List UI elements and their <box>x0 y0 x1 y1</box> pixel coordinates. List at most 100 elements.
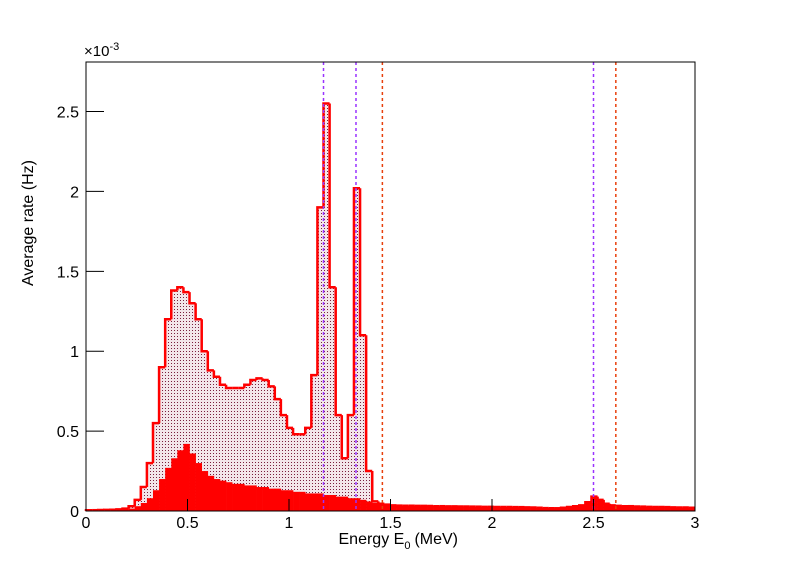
histogram-bar <box>390 505 397 511</box>
histogram-bar <box>262 379 269 511</box>
histogram-bar <box>487 506 495 511</box>
histogram-outline <box>255 377 263 380</box>
histogram-bar <box>579 505 586 511</box>
histogram-bar <box>201 351 209 511</box>
x-label-sub: 0 <box>404 540 410 552</box>
histogram-bar <box>524 507 531 511</box>
histogram-bar <box>226 482 233 511</box>
histogram-bar <box>347 415 355 511</box>
histogram-bar <box>561 507 568 511</box>
histogram-outline <box>194 303 202 321</box>
x-tick-label: 0 <box>82 515 91 532</box>
histogram-bar <box>317 207 324 511</box>
histogram-bar <box>232 387 239 511</box>
histogram-bar <box>152 490 160 511</box>
x-label-unit: (MeV) <box>414 531 458 548</box>
histogram-outline <box>352 186 361 416</box>
histogram-bar <box>293 434 300 511</box>
plot-area <box>84 62 696 512</box>
histogram-bar <box>445 506 452 511</box>
histogram-bar <box>494 507 501 511</box>
histogram-bar <box>402 505 410 511</box>
histogram-outline <box>176 286 184 291</box>
x-tick-label: 0.5 <box>176 515 198 532</box>
histogram-bar <box>353 188 361 511</box>
histogram-bar <box>274 399 282 511</box>
histogram-bar <box>469 506 477 511</box>
histogram-bar <box>414 505 422 511</box>
histogram-bar <box>652 507 659 511</box>
histogram-bar <box>682 507 690 511</box>
histogram-outline <box>145 461 153 488</box>
histogram-bar <box>372 503 379 511</box>
histogram-bar <box>360 499 367 511</box>
histogram-bar <box>378 503 385 511</box>
histogram-bar <box>256 378 263 511</box>
histogram-bar <box>268 386 276 511</box>
histogram-bar <box>293 491 300 511</box>
histogram-bar <box>463 506 470 511</box>
exp-base: ×10 <box>84 43 109 60</box>
histogram-bar <box>219 480 227 511</box>
histogram-outline <box>188 292 196 305</box>
histogram-bar <box>475 506 483 511</box>
histogram-bar <box>554 508 562 511</box>
histogram-bar <box>244 384 251 511</box>
histogram-bar <box>280 415 288 511</box>
histogram-bar <box>640 506 647 511</box>
histogram-bar <box>238 483 245 511</box>
histogram-bar <box>396 505 403 511</box>
histogram-bar <box>646 506 653 511</box>
histogram-bar <box>146 498 154 511</box>
histogram-bar <box>280 490 288 511</box>
x-label-text: Energy E <box>339 531 405 548</box>
histogram-bar <box>311 493 318 511</box>
histogram-outline <box>151 421 160 464</box>
histogram-bar <box>159 479 166 511</box>
histogram-bar <box>597 499 604 511</box>
histogram-bar <box>420 505 428 511</box>
histogram-bar <box>335 415 343 511</box>
x-tick-label: 3 <box>691 515 700 532</box>
histogram-outline <box>383 503 391 506</box>
histogram-bar <box>335 496 343 511</box>
histogram-bar <box>481 506 489 511</box>
histogram-bar <box>219 384 227 511</box>
histogram-bar <box>567 507 574 511</box>
histogram-bar <box>329 287 336 511</box>
histogram-bar <box>427 506 434 511</box>
histogram-bar <box>457 506 464 511</box>
histogram-outline <box>571 504 580 508</box>
x-tick-label: 1 <box>285 515 294 532</box>
x-tick-label: 2 <box>488 515 497 532</box>
histogram-bar <box>347 498 355 511</box>
histogram-bar <box>189 303 196 511</box>
exp-power: -3 <box>109 41 119 53</box>
histogram-outline <box>370 471 379 503</box>
histogram-outline <box>127 504 135 509</box>
histogram-bar <box>573 506 580 511</box>
histogram-bar <box>171 290 178 511</box>
histogram-bar <box>305 493 312 511</box>
y-tick-label: 2.5 <box>57 105 79 122</box>
histogram-bar <box>286 490 294 511</box>
histogram-bar <box>530 507 537 511</box>
histogram-outline <box>133 498 141 507</box>
histogram-outline <box>212 370 220 379</box>
histogram-bar <box>177 450 184 511</box>
histogram-outline <box>267 379 275 388</box>
histogram-bar <box>286 427 294 511</box>
histogram-bar <box>366 501 373 511</box>
histogram-outline <box>377 501 385 506</box>
histogram-bar <box>140 503 148 511</box>
histogram-outline <box>584 500 592 506</box>
histogram-bar <box>226 387 233 511</box>
histogram-outline <box>285 415 294 430</box>
histogram-bar <box>408 505 416 511</box>
histogram-bar <box>152 423 160 511</box>
histogram-outline <box>590 495 598 503</box>
histogram-bar <box>146 463 154 511</box>
histogram-outline <box>358 188 367 337</box>
histogram-bar <box>122 509 129 511</box>
x-tick-label: 2.5 <box>582 515 604 532</box>
